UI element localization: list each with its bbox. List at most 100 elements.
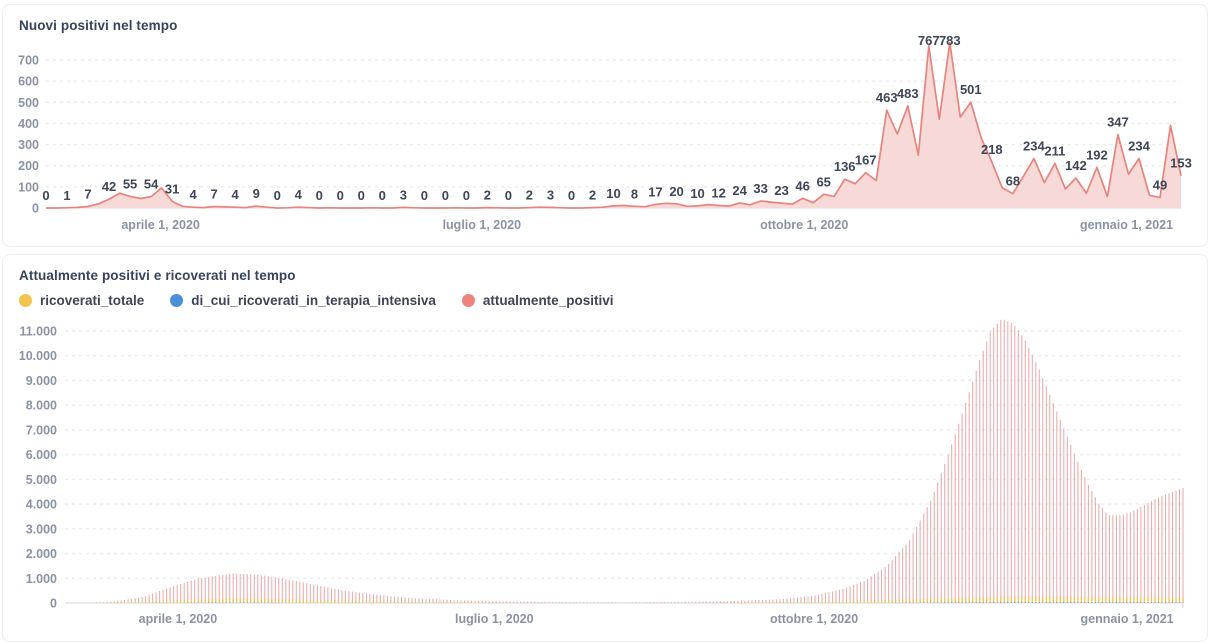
- bottom-chart-title: Attualmente positivi e ricoverati nel te…: [19, 268, 296, 283]
- bottom-chart-canvas[interactable]: 0 1.000 2.000 3.000 4.000 5.000 6.000 7.000 8.00…: [3, 309, 1207, 639]
- svg-text:3.000: 3.000: [26, 522, 57, 536]
- svg-text:49: 49: [1153, 178, 1167, 193]
- svg-text:9: 9: [253, 186, 260, 201]
- legend-item-terapia-intensiva[interactable]: di_cui_ricoverati_in_terapia_intensiva: [170, 293, 436, 308]
- svg-text:23: 23: [774, 183, 788, 198]
- svg-text:12: 12: [711, 185, 725, 200]
- svg-text:767: 767: [918, 33, 940, 48]
- svg-text:400: 400: [18, 117, 39, 131]
- svg-text:142: 142: [1065, 158, 1087, 173]
- svg-text:20: 20: [669, 184, 683, 199]
- svg-text:2: 2: [589, 188, 596, 203]
- svg-text:0: 0: [505, 188, 512, 203]
- svg-text:700: 700: [18, 54, 39, 68]
- svg-text:0: 0: [463, 188, 470, 203]
- svg-text:6.000: 6.000: [26, 448, 57, 462]
- svg-text:gennaio 1, 2021: gennaio 1, 2021: [1081, 612, 1174, 626]
- svg-text:100: 100: [18, 180, 39, 194]
- svg-text:10.000: 10.000: [19, 349, 57, 363]
- legend-label: di_cui_ricoverati_in_terapia_intensiva: [191, 293, 436, 308]
- svg-text:0: 0: [32, 202, 39, 216]
- svg-text:luglio 1, 2020: luglio 1, 2020: [455, 612, 534, 626]
- legend-label: attualmente_positivi: [482, 293, 614, 308]
- svg-text:aprile 1, 2020: aprile 1, 2020: [139, 612, 218, 626]
- svg-text:1: 1: [63, 188, 70, 203]
- legend-label: ricoverati_totale: [40, 293, 145, 308]
- svg-text:10: 10: [606, 186, 620, 201]
- svg-text:234: 234: [1128, 139, 1150, 154]
- svg-text:7.000: 7.000: [26, 423, 57, 437]
- svg-text:0: 0: [379, 188, 386, 203]
- svg-text:200: 200: [18, 159, 39, 173]
- svg-text:8: 8: [631, 186, 638, 201]
- svg-text:501: 501: [960, 82, 982, 97]
- svg-text:10: 10: [690, 186, 704, 201]
- svg-text:211: 211: [1044, 143, 1065, 158]
- svg-text:9.000: 9.000: [26, 374, 57, 388]
- svg-text:ottobre 1, 2020: ottobre 1, 2020: [770, 612, 858, 626]
- top-chart-title: Nuovi positivi nel tempo: [19, 18, 178, 33]
- svg-text:3: 3: [547, 187, 554, 202]
- legend: ricoverati_totale di_cui_ricoverati_in_t…: [3, 283, 1207, 309]
- svg-text:31: 31: [165, 181, 179, 196]
- svg-text:4.000: 4.000: [26, 498, 57, 512]
- svg-text:153: 153: [1170, 156, 1192, 171]
- svg-text:ottobre 1, 2020: ottobre 1, 2020: [760, 218, 848, 232]
- svg-text:483: 483: [897, 86, 919, 101]
- svg-text:gennaio 1, 2021: gennaio 1, 2021: [1080, 218, 1173, 232]
- svg-text:347: 347: [1107, 115, 1129, 130]
- svg-text:33: 33: [753, 181, 767, 196]
- legend-dot-blue-icon: [170, 294, 184, 307]
- svg-text:7: 7: [84, 187, 91, 202]
- svg-text:4: 4: [295, 187, 303, 202]
- svg-text:2: 2: [484, 188, 491, 203]
- svg-text:0: 0: [358, 188, 365, 203]
- svg-text:192: 192: [1086, 147, 1108, 162]
- svg-text:68: 68: [1006, 174, 1020, 189]
- svg-text:500: 500: [18, 96, 39, 110]
- card-nuovi-positivi: Nuovi positivi nel tempo 0 100 200 300 400 50…: [2, 4, 1208, 247]
- svg-text:55: 55: [123, 176, 137, 191]
- svg-text:8.000: 8.000: [26, 399, 57, 413]
- svg-text:234: 234: [1023, 139, 1045, 154]
- svg-text:4: 4: [232, 187, 240, 202]
- svg-text:2.000: 2.000: [26, 547, 57, 561]
- legend-item-attualmente-positivi[interactable]: attualmente_positivi: [461, 293, 614, 308]
- svg-text:24: 24: [732, 183, 747, 198]
- svg-text:3: 3: [400, 187, 407, 202]
- svg-text:218: 218: [981, 142, 1003, 157]
- legend-dot-yellow-icon: [19, 294, 32, 307]
- svg-text:0: 0: [442, 188, 449, 203]
- svg-text:54: 54: [144, 177, 159, 192]
- svg-text:11.000: 11.000: [19, 325, 57, 339]
- svg-text:luglio 1, 2020: luglio 1, 2020: [443, 218, 522, 232]
- svg-text:5.000: 5.000: [26, 473, 57, 487]
- svg-text:0: 0: [421, 188, 428, 203]
- svg-text:0: 0: [568, 188, 575, 203]
- svg-text:1.000: 1.000: [26, 572, 57, 586]
- svg-text:42: 42: [102, 179, 116, 194]
- svg-text:0: 0: [337, 188, 344, 203]
- svg-text:463: 463: [876, 90, 898, 105]
- svg-text:0: 0: [50, 597, 57, 611]
- svg-text:167: 167: [855, 153, 877, 168]
- svg-text:4: 4: [190, 187, 198, 202]
- svg-text:783: 783: [939, 33, 961, 48]
- legend-dot-pink-icon: [461, 294, 475, 307]
- svg-text:0: 0: [316, 188, 323, 203]
- svg-text:17: 17: [648, 184, 662, 199]
- svg-text:136: 136: [834, 159, 856, 174]
- card-attualmente-positivi: Attualmente positivi e ricoverati nel te…: [2, 254, 1208, 642]
- svg-text:aprile 1, 2020: aprile 1, 2020: [121, 218, 200, 232]
- svg-text:0: 0: [42, 188, 49, 203]
- svg-text:0: 0: [274, 188, 281, 203]
- svg-text:46: 46: [795, 178, 809, 193]
- svg-text:600: 600: [18, 75, 39, 89]
- svg-text:65: 65: [816, 174, 830, 189]
- svg-text:2: 2: [526, 188, 533, 203]
- svg-text:300: 300: [18, 138, 39, 152]
- svg-text:7: 7: [211, 187, 218, 202]
- legend-item-ricoverati-totale[interactable]: ricoverati_totale: [19, 293, 144, 308]
